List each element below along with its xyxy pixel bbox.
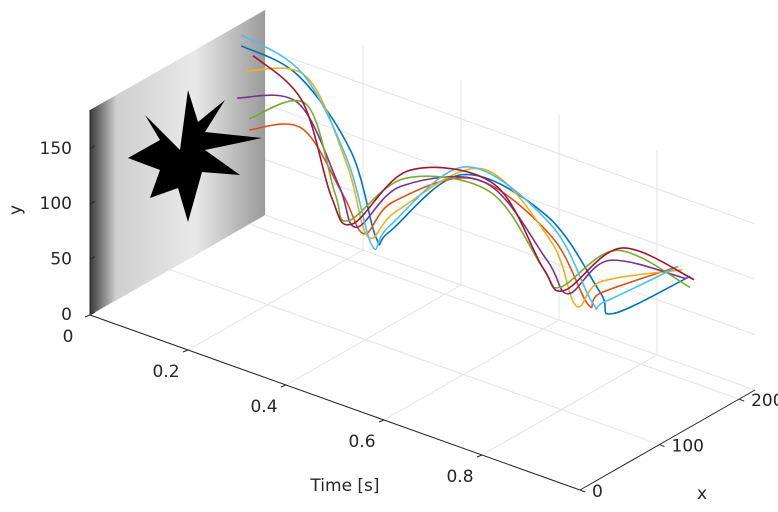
- t-tick-label: 0: [63, 327, 74, 347]
- tick-mark: [378, 419, 385, 423]
- x-tick-label: 0: [592, 482, 603, 502]
- y-axis-label: y: [6, 205, 26, 215]
- grid-line: [264, 214, 756, 391]
- grid-line: [248, 223, 740, 400]
- tick-mark: [89, 311, 96, 316]
- x-tick-label: 100: [672, 437, 704, 457]
- trajectory: [252, 55, 695, 292]
- t-tick-label: 0.8: [446, 467, 473, 487]
- grid-line: [264, 103, 756, 280]
- trajectories: [237, 34, 695, 315]
- x-tick-label: 200: [751, 391, 778, 411]
- star-target: [128, 90, 262, 222]
- tick-mark: [89, 200, 96, 205]
- t-axis: [89, 314, 581, 491]
- x-axis-label: x: [697, 484, 707, 504]
- t-tick-label: 0.4: [250, 397, 277, 417]
- y-tick-label: 0: [61, 305, 72, 325]
- x-axis: [579, 389, 756, 491]
- tick-mark: [182, 349, 189, 353]
- trajectory: [240, 45, 691, 315]
- axes: 0 0.2 0.4 0.6 0.8 0 100 200 0 50 100 150: [40, 110, 778, 502]
- y-tick-label: 100: [40, 194, 72, 214]
- grid-line: [383, 319, 560, 421]
- y-tick-label: 150: [40, 139, 72, 159]
- tick-mark: [579, 489, 586, 493]
- trajectory: [245, 67, 683, 308]
- tick-mark: [659, 444, 665, 448]
- grid-line: [187, 249, 364, 351]
- tick-mark: [738, 398, 745, 402]
- trajectory: [240, 34, 679, 310]
- t-tick-label: 0.6: [348, 432, 375, 452]
- tick-mark: [89, 145, 96, 150]
- trajectory: [237, 94, 687, 295]
- grid-line: [264, 159, 756, 336]
- grid-line: [481, 354, 658, 456]
- grid-line: [285, 284, 462, 386]
- tick-mark: [476, 454, 483, 458]
- grid-line: [169, 269, 660, 446]
- tick-mark: [280, 384, 287, 388]
- tick-mark: [84, 314, 91, 318]
- trajectory: [249, 123, 679, 309]
- y-tick-label: 50: [50, 250, 72, 270]
- t-axis-label: Time [s]: [309, 476, 379, 496]
- trajectory: [248, 99, 691, 289]
- grid-line: [264, 48, 756, 225]
- t-tick-label: 0.2: [152, 362, 179, 382]
- tick-mark: [89, 256, 96, 261]
